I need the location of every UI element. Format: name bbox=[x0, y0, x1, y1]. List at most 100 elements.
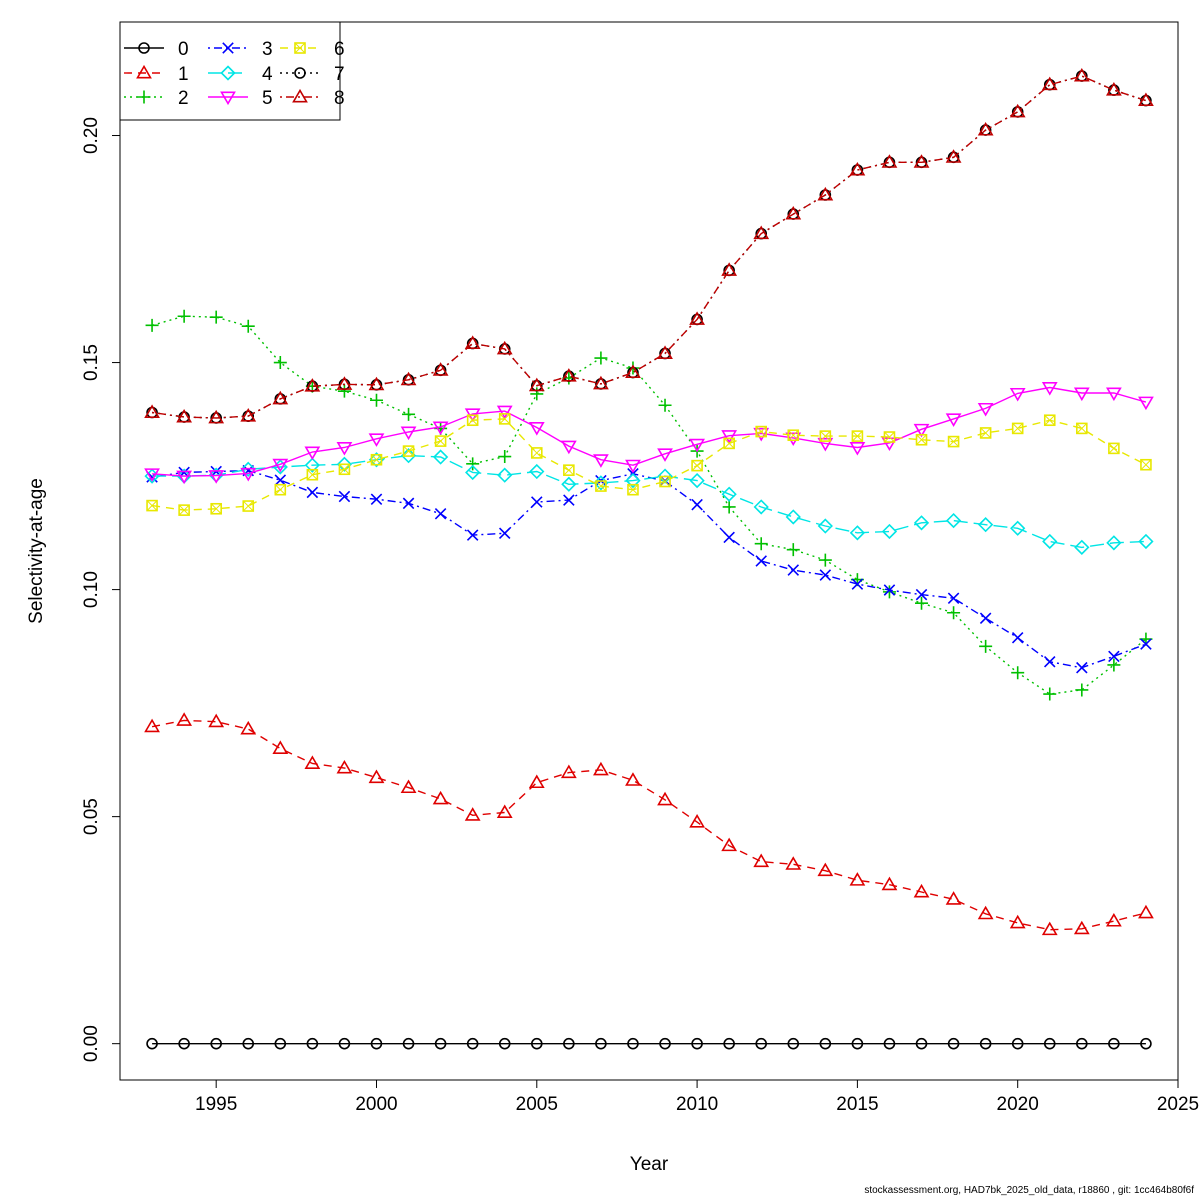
data-point-2 bbox=[273, 356, 287, 370]
data-point-5 bbox=[977, 402, 994, 417]
series-2 bbox=[145, 309, 1153, 701]
series-1 bbox=[144, 712, 1154, 936]
data-point-5 bbox=[176, 470, 193, 485]
legend-box bbox=[119, 21, 341, 121]
series-line-2 bbox=[151, 315, 1147, 695]
data-point-0 bbox=[178, 1037, 190, 1050]
data-point-4 bbox=[304, 457, 320, 473]
data-point-6 bbox=[563, 464, 575, 476]
data-point-2 bbox=[594, 351, 608, 365]
data-point-5 bbox=[272, 458, 289, 473]
data-point-8 bbox=[625, 364, 641, 379]
data-point-1 bbox=[625, 772, 641, 786]
series-8 bbox=[144, 67, 1154, 424]
data-point-8 bbox=[560, 368, 577, 382]
data-point-5 bbox=[945, 413, 962, 427]
data-point-4 bbox=[689, 472, 705, 489]
legend-item-6: 6 bbox=[280, 39, 345, 60]
series-line-6 bbox=[152, 418, 1147, 511]
legend-label: 0 bbox=[178, 39, 189, 60]
x-axis-label: Year bbox=[630, 1154, 669, 1175]
data-point-6 bbox=[851, 430, 864, 442]
series-3 bbox=[146, 464, 1152, 674]
data-point-2 bbox=[786, 543, 800, 557]
data-point-1 bbox=[208, 713, 225, 728]
data-point-6 bbox=[434, 435, 447, 447]
data-point-3 bbox=[915, 588, 928, 601]
legend-label: 4 bbox=[262, 64, 273, 85]
footer-credit: stockassessment.org, HAD7bk_2025_old_dat… bbox=[864, 1185, 1194, 1196]
data-point-6 bbox=[274, 483, 287, 496]
legend-marker bbox=[138, 42, 150, 54]
y-axis-label: Selectivity-at-age bbox=[26, 478, 47, 624]
data-point-8 bbox=[496, 340, 513, 355]
data-point-0 bbox=[242, 1037, 255, 1050]
data-point-3 bbox=[434, 508, 447, 520]
data-point-8 bbox=[657, 345, 673, 359]
x-tick-label: 2015 bbox=[836, 1094, 878, 1115]
data-point-1 bbox=[945, 891, 962, 905]
data-point-6 bbox=[178, 504, 190, 516]
data-point-8 bbox=[208, 409, 225, 424]
data-point-8 bbox=[1073, 67, 1090, 82]
data-point-6 bbox=[1108, 442, 1120, 455]
data-point-5 bbox=[721, 430, 738, 444]
data-point-0 bbox=[979, 1037, 992, 1050]
data-point-3 bbox=[787, 564, 800, 576]
legend-item-4: 4 bbox=[208, 64, 273, 85]
plot-area-frame bbox=[119, 21, 1179, 1081]
x-tick-label: 2000 bbox=[355, 1094, 397, 1115]
data-point-3 bbox=[338, 490, 351, 503]
data-point-0 bbox=[563, 1037, 575, 1050]
series-6 bbox=[146, 413, 1152, 516]
data-point-6 bbox=[1140, 458, 1152, 471]
data-point-3 bbox=[947, 592, 960, 604]
data-point-0 bbox=[851, 1037, 864, 1050]
data-point-1 bbox=[753, 853, 770, 868]
data-point-4 bbox=[529, 463, 545, 480]
data-point-3 bbox=[723, 531, 735, 544]
data-point-1 bbox=[272, 740, 289, 755]
data-point-6 bbox=[595, 480, 607, 492]
data-point-0 bbox=[210, 1037, 222, 1050]
data-point-5 bbox=[1009, 387, 1026, 402]
data-point-1 bbox=[304, 755, 321, 769]
data-point-4 bbox=[1106, 535, 1122, 551]
data-point-4 bbox=[1010, 520, 1026, 536]
data-point-5 bbox=[304, 446, 321, 461]
data-point-1 bbox=[1105, 912, 1122, 927]
legend-label: 8 bbox=[334, 88, 345, 109]
data-point-2 bbox=[979, 639, 993, 653]
data-point-5 bbox=[849, 441, 866, 456]
data-point-3 bbox=[1108, 650, 1120, 663]
legend-label: 1 bbox=[178, 64, 189, 85]
data-point-2 bbox=[530, 387, 544, 401]
y-tick-label: 0.05 bbox=[81, 798, 102, 835]
series-line-5 bbox=[152, 386, 1147, 477]
data-point-8 bbox=[304, 378, 321, 392]
data-point-1 bbox=[721, 837, 738, 852]
data-point-5 bbox=[368, 433, 385, 447]
data-point-6 bbox=[210, 502, 222, 515]
x-tick-label: 2020 bbox=[997, 1094, 1039, 1115]
data-point-2 bbox=[818, 553, 832, 567]
data-point-0 bbox=[595, 1037, 607, 1050]
data-point-6 bbox=[466, 414, 479, 427]
legend-item-8: 8 bbox=[280, 88, 345, 109]
data-point-1 bbox=[881, 876, 898, 891]
data-point-0 bbox=[146, 1037, 158, 1050]
series-layer bbox=[144, 67, 1154, 1050]
data-point-3 bbox=[498, 527, 511, 540]
legend-label: 3 bbox=[262, 39, 273, 60]
data-point-1 bbox=[464, 807, 481, 821]
legend-item-7: 7 bbox=[280, 64, 345, 85]
data-point-5 bbox=[432, 421, 449, 436]
data-point-0 bbox=[530, 1037, 543, 1050]
data-point-1 bbox=[336, 759, 353, 774]
data-point-5 bbox=[240, 467, 257, 482]
data-point-3 bbox=[755, 555, 767, 567]
data-point-8 bbox=[849, 161, 866, 176]
data-point-1 bbox=[368, 769, 385, 784]
data-point-8 bbox=[432, 362, 449, 376]
